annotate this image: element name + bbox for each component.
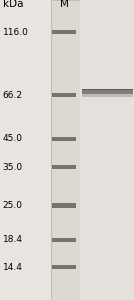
Text: 25.0: 25.0 — [3, 201, 23, 210]
Text: 66.2: 66.2 — [3, 91, 23, 100]
Text: M: M — [60, 0, 69, 9]
Bar — [52, 165, 76, 169]
Text: kDa: kDa — [3, 0, 23, 9]
Text: 116.0: 116.0 — [3, 28, 29, 37]
Bar — [52, 203, 76, 208]
Bar — [52, 238, 76, 242]
Bar — [51, 0, 134, 300]
Bar — [82, 94, 133, 97]
Bar — [52, 266, 76, 269]
Bar — [82, 89, 133, 94]
Text: 35.0: 35.0 — [3, 163, 23, 172]
Bar — [52, 93, 76, 97]
Bar — [82, 89, 133, 90]
Text: 45.0: 45.0 — [3, 134, 23, 143]
Text: 14.4: 14.4 — [3, 263, 23, 272]
Bar — [52, 30, 76, 34]
Text: 18.4: 18.4 — [3, 235, 23, 244]
Bar — [52, 137, 76, 141]
Bar — [80, 0, 134, 300]
